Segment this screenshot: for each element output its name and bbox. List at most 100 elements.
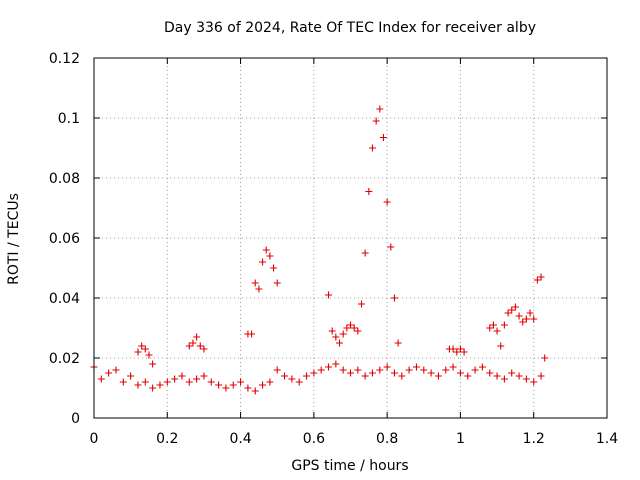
data-point xyxy=(533,276,541,284)
data-point xyxy=(134,348,142,356)
data-point xyxy=(185,342,193,350)
data-point xyxy=(171,375,179,383)
y-tick-label: 0.04 xyxy=(49,291,80,307)
data-point xyxy=(456,369,464,377)
data-point xyxy=(530,378,538,386)
data-point xyxy=(515,372,523,380)
data-point xyxy=(390,369,398,377)
data-point xyxy=(281,372,289,380)
data-point xyxy=(497,342,505,350)
data-point xyxy=(376,105,384,113)
data-point xyxy=(460,348,468,356)
data-point xyxy=(508,306,516,314)
tick-labels: 0 0.2 0.4 0.6 0.8 1 1.2 1.4 0 0.02 0.04 0.06 0.08 0.1… xyxy=(49,51,618,447)
y-axis-label: ROTI / TECUs xyxy=(6,193,22,285)
data-point xyxy=(368,369,376,377)
data-point xyxy=(361,249,369,257)
data-point xyxy=(193,333,201,341)
data-point xyxy=(365,188,373,195)
data-point xyxy=(317,366,325,374)
data-point xyxy=(504,309,512,317)
data-point xyxy=(387,243,395,251)
data-point xyxy=(453,348,461,356)
x-tick-label: 0.4 xyxy=(229,431,251,447)
data-point xyxy=(248,330,256,338)
x-tick-label: 0.2 xyxy=(156,431,178,447)
data-point xyxy=(519,318,527,326)
data-point xyxy=(163,378,171,386)
data-point xyxy=(515,312,523,320)
data-point xyxy=(200,372,208,380)
data-point xyxy=(266,252,274,260)
data-point xyxy=(541,354,549,362)
data-point xyxy=(310,369,318,377)
data-point xyxy=(434,372,442,380)
data-point xyxy=(149,360,157,368)
data-point xyxy=(196,342,204,350)
data-point xyxy=(347,369,354,377)
data-point xyxy=(339,366,347,374)
data-point xyxy=(328,327,336,335)
data-point xyxy=(97,375,105,383)
data-point xyxy=(449,345,457,353)
y-tick-label: 0.1 xyxy=(58,111,80,127)
x-tick-label: 1 xyxy=(456,431,465,447)
data-points xyxy=(90,105,549,395)
data-point xyxy=(522,375,530,383)
data-point xyxy=(119,378,127,386)
y-tick-label: 0 xyxy=(71,411,80,427)
x-tick-label: 1.2 xyxy=(523,431,545,447)
chart-title: Day 336 of 2024, Rate Of TEC Index for r… xyxy=(164,20,536,36)
data-point xyxy=(138,342,146,350)
data-point xyxy=(141,378,149,386)
data-point xyxy=(354,327,362,335)
data-point xyxy=(347,321,354,329)
y-tick-label: 0.06 xyxy=(49,231,80,247)
data-point xyxy=(368,144,376,152)
data-point xyxy=(266,378,274,386)
data-point xyxy=(354,366,362,374)
y-tick-label: 0.02 xyxy=(49,351,80,367)
data-point xyxy=(332,360,340,368)
data-point xyxy=(156,381,164,389)
x-tick-label: 1.4 xyxy=(596,431,618,447)
data-point xyxy=(508,369,516,377)
data-point xyxy=(141,345,149,353)
data-point xyxy=(325,291,333,299)
data-point xyxy=(537,273,545,281)
data-point xyxy=(442,366,450,374)
y-tick-label: 0.12 xyxy=(49,51,80,67)
data-point xyxy=(325,363,333,371)
data-point xyxy=(303,372,311,380)
y-tick-label: 0.08 xyxy=(49,171,80,187)
data-point xyxy=(145,351,153,359)
data-point xyxy=(288,375,296,383)
data-point xyxy=(537,372,545,380)
data-point xyxy=(112,366,120,374)
data-point xyxy=(361,372,369,380)
data-point xyxy=(379,134,387,141)
data-point xyxy=(405,366,413,374)
data-point xyxy=(207,378,215,386)
data-point xyxy=(178,372,186,380)
data-point xyxy=(251,387,259,395)
data-point xyxy=(376,366,384,374)
data-point xyxy=(185,378,193,386)
data-point xyxy=(449,363,457,371)
data-point xyxy=(295,378,303,386)
data-point xyxy=(127,372,135,380)
data-point xyxy=(486,369,494,377)
data-point xyxy=(262,246,270,254)
data-point xyxy=(478,363,486,371)
data-point xyxy=(336,339,344,347)
data-point xyxy=(471,366,479,374)
data-point xyxy=(134,381,142,389)
data-point xyxy=(149,384,157,392)
data-point xyxy=(486,324,494,332)
data-point xyxy=(200,345,208,353)
data-point xyxy=(464,372,472,380)
grid xyxy=(94,58,607,418)
data-point xyxy=(244,384,252,392)
data-point xyxy=(511,303,519,311)
